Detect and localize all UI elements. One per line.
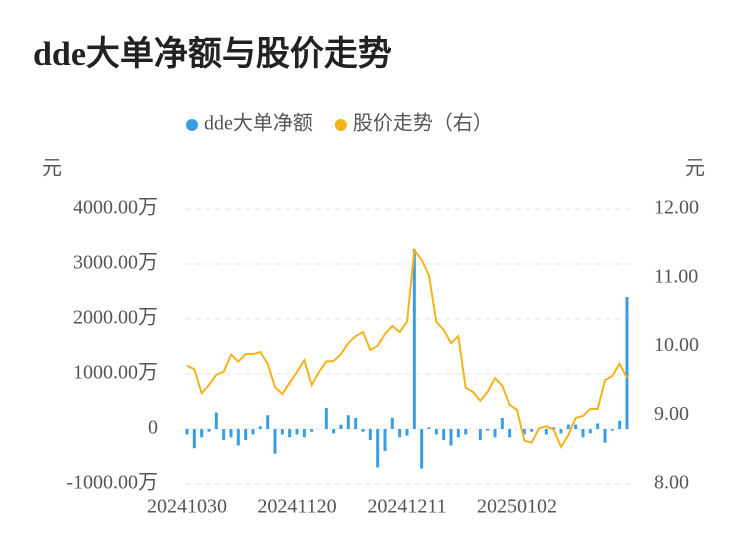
bar — [493, 429, 497, 438]
y-tick-label: -1000.00万 — [66, 472, 158, 494]
bar — [361, 429, 365, 432]
bar — [427, 427, 431, 429]
bar — [339, 424, 343, 429]
bar — [574, 424, 578, 429]
bar — [310, 429, 314, 432]
bar — [398, 429, 402, 438]
bar — [442, 429, 446, 440]
y2-tick-label: 11.00 — [654, 265, 698, 287]
bar — [530, 429, 534, 432]
y-tick-label: 1000.00万 — [73, 362, 158, 384]
bar — [610, 429, 614, 431]
legend-marker — [334, 119, 347, 131]
y-tick-label: 4000.00万 — [73, 197, 158, 219]
bar — [603, 429, 607, 443]
bar — [244, 429, 248, 440]
bar — [434, 429, 438, 435]
bar — [332, 429, 336, 434]
bar — [200, 429, 204, 438]
bar — [449, 429, 453, 446]
bar — [229, 429, 233, 438]
bar — [288, 429, 292, 438]
bar — [258, 426, 262, 429]
bar — [185, 429, 189, 435]
bar — [581, 429, 585, 438]
bar — [266, 415, 270, 429]
x-tick-label: 20250102 — [477, 496, 557, 518]
bar — [214, 412, 218, 429]
bar — [251, 429, 255, 435]
bar — [376, 429, 380, 468]
y-tick-label: 0 — [148, 417, 158, 439]
bar — [346, 415, 350, 429]
y-axis-label: 元 — [42, 158, 62, 180]
bar — [566, 424, 570, 429]
bar — [236, 429, 240, 446]
bar — [192, 429, 196, 449]
bar — [273, 429, 277, 454]
bar — [390, 418, 394, 429]
y2-tick-label: 8.00 — [654, 472, 689, 494]
bar — [324, 408, 328, 429]
y-tick-label: 3000.00万 — [73, 252, 158, 274]
y2-tick-label: 12.00 — [654, 197, 699, 219]
bar — [500, 418, 504, 429]
bar — [618, 420, 622, 429]
bar — [625, 297, 629, 429]
bar — [354, 418, 358, 429]
legend-label: dde大单净额 — [204, 112, 313, 135]
bar — [207, 429, 211, 432]
bar — [412, 249, 416, 429]
bar — [368, 429, 372, 440]
bar — [522, 429, 526, 435]
bar — [420, 429, 424, 469]
chart-title: dde大单净额与股价走势 — [33, 35, 392, 73]
bar — [596, 423, 600, 429]
bar — [508, 429, 512, 438]
bar — [456, 429, 460, 438]
legend-label: 股价走势（右） — [353, 112, 493, 135]
y2-axis-label: 元 — [685, 158, 705, 180]
bar — [486, 429, 490, 431]
legend-marker — [186, 119, 198, 131]
bar — [302, 429, 306, 438]
bar — [280, 429, 284, 435]
bar — [544, 429, 548, 435]
bar — [478, 429, 482, 440]
bar — [383, 429, 387, 451]
y-tick-label: 2000.00万 — [73, 307, 158, 329]
bar — [295, 429, 299, 435]
bar — [222, 429, 226, 440]
x-tick-label: 20241030 — [147, 496, 227, 518]
bar — [588, 429, 592, 434]
y2-tick-label: 10.00 — [654, 334, 699, 356]
x-tick-label: 20241120 — [257, 496, 336, 518]
price-line — [186, 247, 628, 450]
bar — [559, 429, 563, 434]
x-tick-label: 20241211 — [367, 496, 446, 518]
y2-tick-label: 9.00 — [654, 403, 689, 425]
bar — [464, 429, 468, 435]
bar — [405, 429, 409, 436]
bar — [552, 427, 556, 429]
